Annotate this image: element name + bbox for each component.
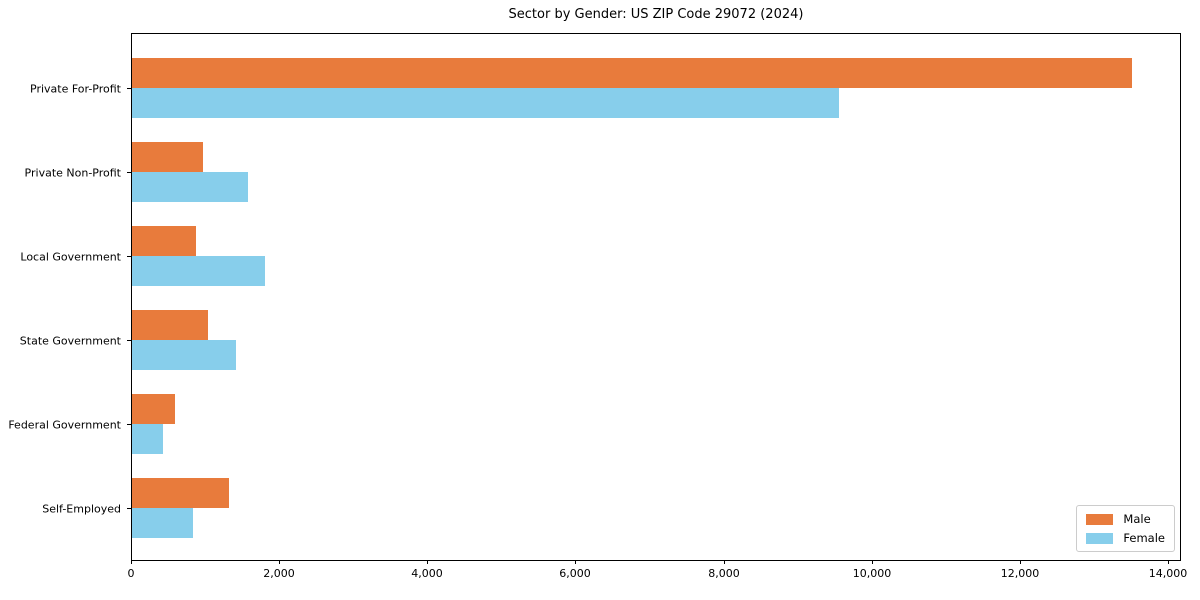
legend-swatch-female bbox=[1086, 532, 1114, 544]
x-tick-label: 0 bbox=[127, 567, 135, 580]
y-tick bbox=[127, 508, 131, 509]
y-tick bbox=[127, 256, 131, 257]
x-tick-label: 8,000 bbox=[708, 567, 740, 580]
plot-area: Male Female bbox=[131, 33, 1181, 564]
legend-label-male: Male bbox=[1123, 512, 1151, 526]
legend-swatch-male bbox=[1086, 513, 1114, 525]
y-tick bbox=[127, 340, 131, 341]
legend-label-female: Female bbox=[1123, 531, 1165, 545]
bar-male-self-employed bbox=[132, 478, 229, 508]
bar-female-private-for-profit bbox=[132, 88, 839, 118]
x-tick-label: 10,000 bbox=[852, 567, 892, 580]
x-tick bbox=[724, 560, 725, 564]
y-tick bbox=[127, 88, 131, 89]
x-tick-label: 4,000 bbox=[411, 567, 443, 580]
legend-row-female: Female bbox=[1086, 531, 1165, 545]
x-tick bbox=[575, 560, 576, 564]
x-tick-label: 12,000 bbox=[1000, 567, 1040, 580]
bar-female-state-government bbox=[132, 340, 236, 370]
x-tick-label: 2,000 bbox=[263, 567, 295, 580]
x-tick bbox=[279, 560, 280, 564]
bar-female-self-employed bbox=[132, 508, 193, 538]
x-tick bbox=[872, 560, 873, 564]
bar-male-federal-government bbox=[132, 394, 175, 424]
y-tick-label-federal-government: Federal Government bbox=[8, 418, 121, 432]
y-tick-label-state-government: State Government bbox=[19, 334, 121, 348]
bar-female-federal-government bbox=[132, 424, 163, 454]
y-tick bbox=[127, 172, 131, 173]
legend: Male Female bbox=[1076, 505, 1175, 552]
x-tick-label: 14,000 bbox=[1148, 567, 1188, 580]
x-tick bbox=[427, 560, 428, 564]
bar-female-local-government bbox=[132, 256, 265, 286]
x-tick bbox=[1020, 560, 1021, 564]
y-tick-label-local-government: Local Government bbox=[20, 250, 121, 264]
legend-row-male: Male bbox=[1086, 512, 1165, 526]
bar-male-private-for-profit bbox=[132, 58, 1132, 88]
bar-male-state-government bbox=[132, 310, 208, 340]
bar-female-private-non-profit bbox=[132, 172, 248, 202]
y-tick bbox=[127, 424, 131, 425]
y-tick-label-private-for-profit: Private For-Profit bbox=[30, 82, 121, 96]
chart-title: Sector by Gender: US ZIP Code 29072 (202… bbox=[508, 7, 804, 22]
x-tick bbox=[131, 560, 132, 564]
x-tick bbox=[1168, 560, 1169, 564]
y-tick-label-private-non-profit: Private Non-Profit bbox=[24, 166, 121, 180]
y-tick-label-self-employed: Self-Employed bbox=[42, 502, 121, 516]
bar-male-local-government bbox=[132, 226, 196, 256]
bar-male-private-non-profit bbox=[132, 142, 203, 172]
x-tick-label: 6,000 bbox=[559, 567, 591, 580]
